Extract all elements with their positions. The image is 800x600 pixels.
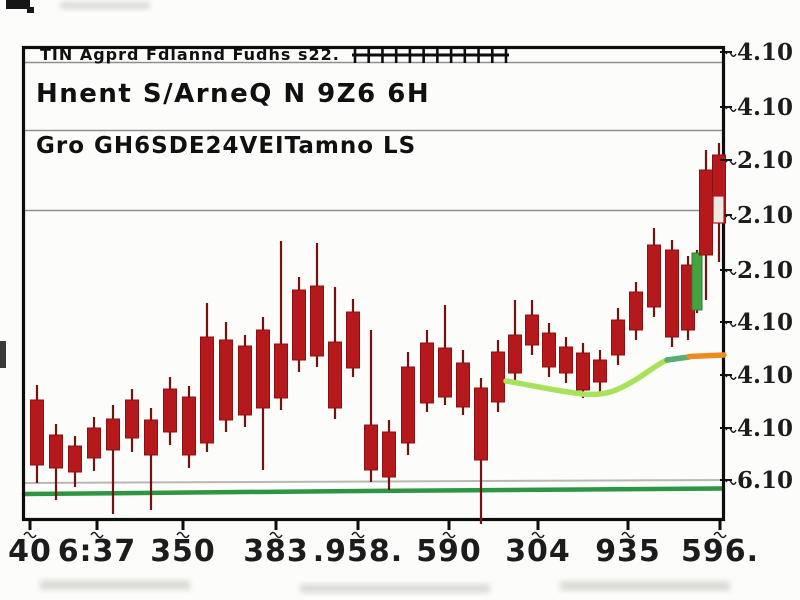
candle-body-red <box>611 319 625 356</box>
candle-body-red <box>559 346 573 374</box>
candle-body-red <box>647 244 661 308</box>
y-tick-squiggle <box>725 269 737 275</box>
x-tick-label: 350 <box>150 534 216 569</box>
chart-title-line3: Gro GH6SDE24VEITamno LS <box>36 133 417 159</box>
candle-body-red <box>106 418 120 451</box>
candle-body-red <box>182 396 196 456</box>
candle-body-red <box>49 434 63 469</box>
x-tick-label: 590 <box>416 534 482 569</box>
candle-body-red <box>401 366 415 444</box>
x-tick-label: .958. <box>313 534 403 569</box>
plot-frame <box>21 45 726 522</box>
candle-body-red <box>438 347 452 398</box>
x-tick-squiggle <box>269 531 283 539</box>
ma-light-green <box>503 357 670 398</box>
candle-body-red <box>310 285 324 357</box>
y-tick-squiggle <box>725 214 737 220</box>
artifact-mark <box>0 341 6 368</box>
candle-body-red <box>474 387 488 461</box>
candle-body-red <box>420 342 434 404</box>
x-tick-squiggle <box>176 531 190 539</box>
candle-body-red <box>144 419 158 456</box>
candle-body-red <box>491 351 505 403</box>
artifact-mark <box>6 0 30 9</box>
candle-body-red <box>238 345 252 416</box>
candle-body-red <box>274 343 288 399</box>
chart-title-line1: TIN Agprd Fdlannd Fudhs s22. <box>40 45 340 64</box>
y-tick-squiggle <box>725 427 737 433</box>
y-tick-squiggle <box>725 374 737 380</box>
y-tick-label: 4.10 <box>737 94 793 121</box>
green-support-line <box>21 486 725 497</box>
y-tick-squiggle <box>725 106 737 112</box>
x-tick-squiggle <box>531 531 545 539</box>
chart-title-line2: Hnent S/ArneQ N 9Z6 6H <box>36 79 431 109</box>
y-tick-label: 4.10 <box>737 309 793 336</box>
x-tick-squiggle <box>90 531 104 539</box>
candle-body-red <box>525 314 539 346</box>
candle-body-red <box>364 424 378 471</box>
artifact-mark <box>712 195 725 224</box>
artifact-smudge <box>560 581 730 591</box>
x-tick-label: 6:37 <box>58 534 137 569</box>
x-tick-squiggle <box>351 531 365 539</box>
x-tick-label: 40 <box>8 534 52 569</box>
candle-body-red <box>456 362 470 408</box>
y-tick-squiggle <box>725 479 737 485</box>
candle-body-red <box>542 332 556 368</box>
y-tick-squiggle <box>725 321 737 327</box>
ma-teal <box>664 354 692 363</box>
candle-body-red <box>629 291 643 331</box>
ma-orange <box>686 352 727 360</box>
candle-body-red <box>68 445 82 473</box>
y-tick-label: 4.10 <box>737 362 793 389</box>
y-tick-label: 2.10 <box>737 202 793 229</box>
artifact-mark <box>27 7 34 13</box>
y-tick-label: 4.10 <box>737 415 793 442</box>
candle-body-red <box>665 249 679 338</box>
y-tick-label: 2.10 <box>737 147 793 174</box>
candle-body-red <box>382 431 396 478</box>
y-tick-label: 4.10 <box>737 39 793 66</box>
x-tick-squiggle <box>621 531 635 539</box>
candle-body-red <box>292 289 306 361</box>
x-tick-squiggle <box>442 531 456 539</box>
candle-body-red <box>256 329 270 409</box>
y-tick-label: 6.10 <box>737 467 793 494</box>
candle-body-red <box>200 336 214 444</box>
artifact-smudge <box>60 2 150 9</box>
x-tick-squiggle <box>23 531 37 539</box>
candle-body-red <box>30 399 44 466</box>
y-tick-squiggle <box>725 51 737 57</box>
candle-body-red <box>87 427 101 459</box>
x-tick-label: 383 <box>243 534 309 569</box>
x-tick-label: 304 <box>505 534 571 569</box>
x-tick-label: 935 <box>595 534 661 569</box>
y-tick-squiggle <box>725 159 737 165</box>
candle-body-red <box>328 341 342 409</box>
artifact-smudge <box>40 580 190 590</box>
x-tick-squiggle <box>713 531 727 539</box>
y-tick-label: 2.10 <box>737 257 793 284</box>
x-tick-label: 596. <box>681 534 759 569</box>
thin-gray-line <box>23 479 723 484</box>
candle-body-green <box>691 252 703 311</box>
candle-body-red <box>219 339 233 421</box>
artifact-smudge <box>300 584 490 593</box>
candle-body-red <box>699 169 713 256</box>
candle-body-red <box>508 334 522 374</box>
candle-body-red <box>125 399 139 439</box>
candle-body-red <box>576 352 590 391</box>
candle-body-red <box>163 388 177 433</box>
candle-body-red <box>593 359 607 383</box>
candle-body-red <box>346 311 360 369</box>
